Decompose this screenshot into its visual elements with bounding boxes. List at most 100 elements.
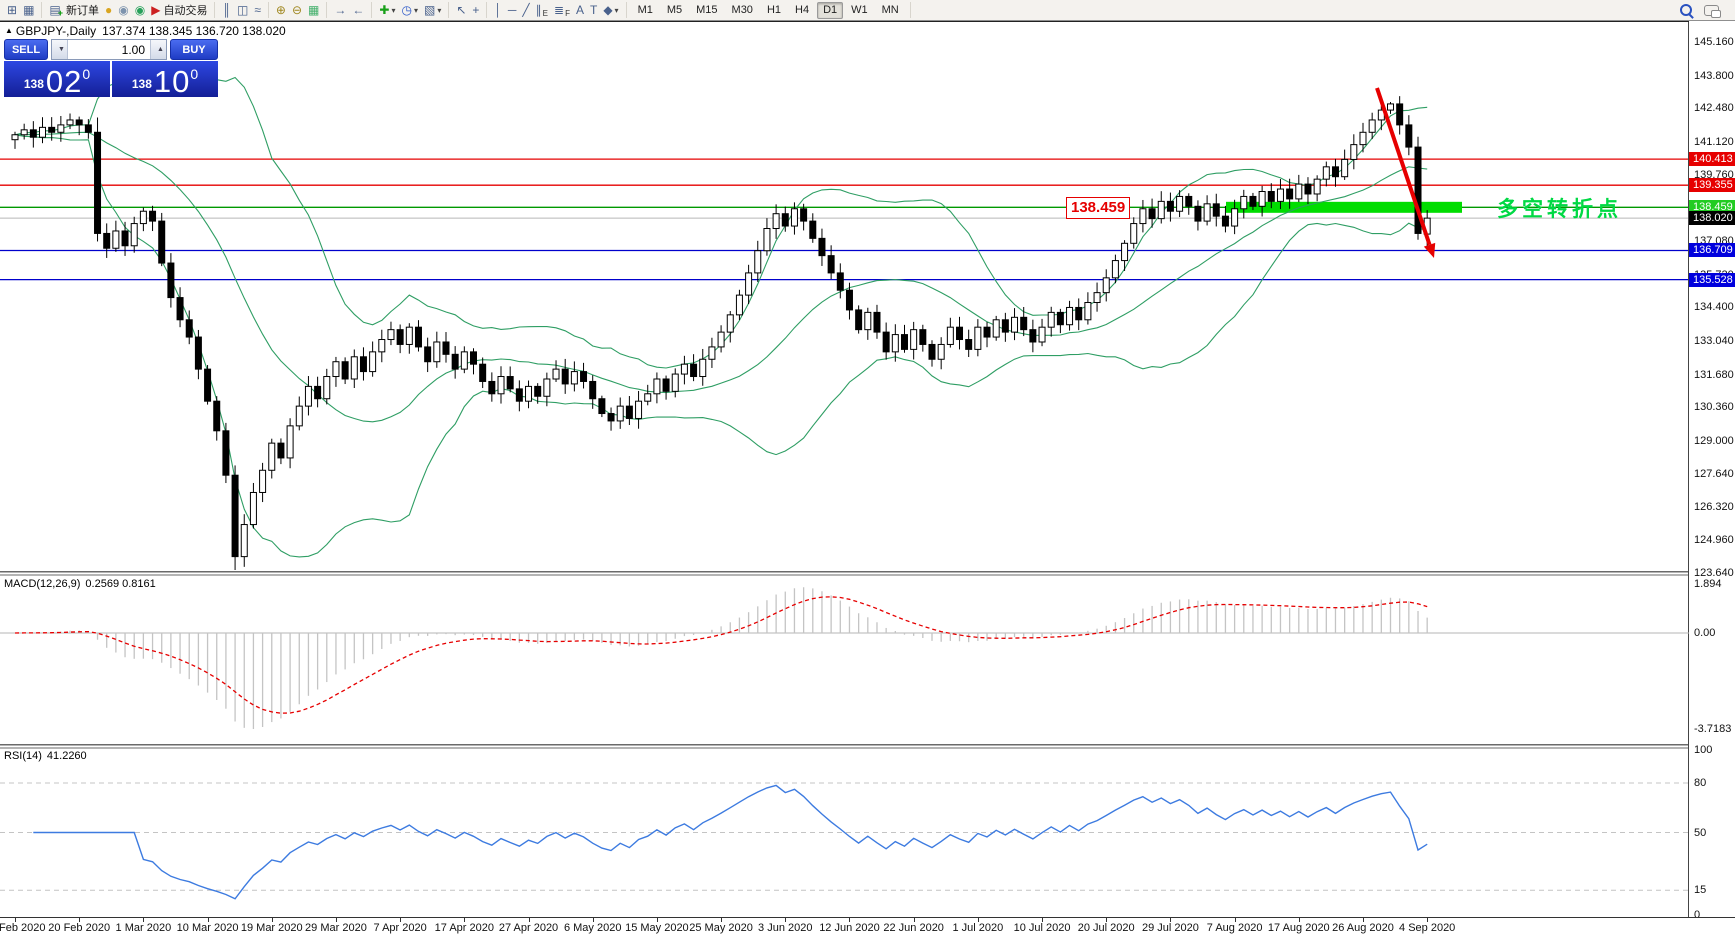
- add-indicator-icon[interactable]: ✚ ▾: [376, 2, 398, 18]
- new-chart-icon[interactable]: ⊞: [4, 2, 20, 18]
- equidistant-channel-icon[interactable]: ∥ E: [533, 2, 551, 18]
- bar-chart-icon[interactable]: ║: [219, 2, 234, 18]
- chart-title: ▲ GBPJPY-,Daily 137.374 138.345 136.720 13…: [5, 24, 286, 38]
- trendline-icon: ╱: [522, 3, 530, 17]
- toolbar-group: ⊞ ▦: [0, 2, 43, 18]
- auto-scroll-icon[interactable]: →: [331, 2, 349, 18]
- macd-indicator-label: MACD(12,26,9) 0.2569 0.8161: [4, 578, 156, 590]
- timeframe-m1[interactable]: M1: [637, 3, 653, 16]
- bid-pips: 02: [45, 64, 83, 99]
- timeframe-m30[interactable]: M30: [731, 3, 753, 16]
- vertical-line-icon[interactable]: │: [491, 2, 505, 18]
- timeframe-h4[interactable]: H4: [795, 3, 810, 16]
- new-order-button[interactable]: ▤ + 新订单: [46, 2, 102, 18]
- toolbar-group: ↖ +: [449, 2, 488, 18]
- date-tick-label: 10 Jul 2020: [1013, 922, 1071, 934]
- tile-windows-icon[interactable]: ▦: [305, 2, 322, 18]
- search-icon[interactable]: [1680, 4, 1692, 16]
- chart-profiles-icon[interactable]: ▦: [20, 2, 37, 18]
- timeframe-d1[interactable]: D1: [817, 1, 844, 19]
- chart-symbol: GBPJPY-,Daily: [15, 24, 97, 38]
- bid-prefix: 138: [23, 77, 44, 91]
- price-tick-label: 145.160: [1694, 36, 1734, 48]
- trend-arrow[interactable]: [1375, 87, 1436, 258]
- bid-price[interactable]: 138 02 0: [4, 61, 110, 97]
- line-chart-icon[interactable]: ≈: [251, 2, 264, 18]
- templates-icon: ▧: [423, 3, 436, 17]
- timeframe-h1[interactable]: H1: [766, 3, 781, 16]
- chart-shift-icon[interactable]: ←: [349, 2, 367, 18]
- sell-button[interactable]: SELL: [4, 39, 48, 60]
- date-tick-mark: [143, 918, 145, 922]
- text-label-icon[interactable]: T: [587, 2, 600, 18]
- ask-point: 0: [190, 66, 199, 82]
- ask-price[interactable]: 138 10 0: [112, 61, 218, 97]
- macd-tick-label: 1.894: [1694, 577, 1722, 590]
- shapes-icon[interactable]: ◆ ▾: [600, 2, 621, 18]
- price-tick-label: 123.640: [1694, 566, 1734, 579]
- macd-panel: [0, 587, 1689, 730]
- collapse-triangle-icon[interactable]: ▲: [5, 26, 13, 35]
- chat-icon[interactable]: [1704, 4, 1721, 18]
- date-tick-mark: [913, 918, 915, 922]
- zoom-in-icon[interactable]: ⊕: [273, 2, 289, 18]
- price-annotation-label[interactable]: 138.459: [1066, 197, 1131, 219]
- cursor-icon[interactable]: ↖: [453, 2, 469, 18]
- buy-button[interactable]: BUY: [170, 39, 218, 60]
- fibonacci-icon[interactable]: ≣ F: [551, 2, 573, 18]
- history-center-icon[interactable]: ●: [102, 2, 115, 18]
- timeframe-w1[interactable]: W1: [851, 3, 868, 16]
- periods-icon[interactable]: ◷ ▾: [398, 2, 421, 18]
- main-panel: [0, 76, 1689, 570]
- date-tick-mark: [785, 918, 787, 922]
- fibonacci-icon: ≣: [554, 3, 565, 17]
- zoom-out-icon[interactable]: ⊖: [289, 2, 305, 18]
- volume-decrease-icon[interactable]: ▼: [52, 40, 68, 59]
- macd-tick-label: 0.00: [1694, 627, 1716, 639]
- toolbar-group: → ←: [327, 2, 373, 18]
- level-price-badge: 138.459: [1689, 200, 1735, 215]
- price-axis[interactable]: 145.160143.800142.480141.120139.760138.4…: [1689, 21, 1735, 921]
- turning-point-note[interactable]: 多空转折点: [1497, 198, 1622, 221]
- candlestick-chart-icon[interactable]: ◫: [234, 2, 251, 18]
- toolbar-group: │ ─ ╱ ∥ E ≣ F A T ◆ ▾: [487, 2, 627, 18]
- volume-increase-icon[interactable]: ▲: [150, 40, 166, 59]
- signals-icon[interactable]: ◉: [132, 2, 148, 18]
- timeframe-m5[interactable]: M5: [666, 3, 683, 16]
- bollinger-bands-layer: [14, 76, 1428, 558]
- crosshair-icon[interactable]: +: [469, 2, 482, 18]
- community-icon[interactable]: ◉: [115, 2, 131, 18]
- macd-tick-label: -3.7183: [1694, 723, 1732, 736]
- price-tick-label: 142.480: [1694, 102, 1734, 115]
- text-icon[interactable]: A: [573, 2, 587, 18]
- ask-prefix: 138: [131, 77, 152, 91]
- templates-icon[interactable]: ▧ ▾: [421, 2, 444, 18]
- rsi-tick-label: 0: [1694, 909, 1701, 921]
- support-zone-rect[interactable]: [1226, 201, 1462, 213]
- volume-input[interactable]: [68, 40, 150, 59]
- macd-name: MACD(12,26,9): [4, 578, 81, 590]
- chart-plot[interactable]: [0, 21, 1689, 917]
- date-tick-mark: [849, 918, 851, 922]
- date-tick-label: 12 Jun 2020: [819, 922, 880, 934]
- rsi-name: RSI(14): [4, 750, 42, 762]
- zoom-in-icon: ⊕: [275, 3, 286, 17]
- autotrading-button[interactable]: ▶ 自动交易: [148, 2, 210, 18]
- date-tick-label: 4 Sep 2020: [1399, 922, 1456, 934]
- horizontal-line-icon[interactable]: ─: [505, 2, 520, 18]
- rsi-tick-label: 80: [1694, 777, 1707, 789]
- crosshair-icon: +: [472, 3, 480, 17]
- timeframe-m15[interactable]: M15: [696, 3, 718, 16]
- toolbar-buttons: ⊞ ▦ ▤ + 新订单 ● ◉ ◉ ▶ 自动交易 ║ ◫ ≈ ⊕ ⊖ ▦ → ← ✚ ▾ ◷ ▾ ▧ ▾ ↖ + │ ─ ╱ ∥ E ≣ F A T…: [0, 0, 911, 20]
- date-tick-label: 10 Mar 2020: [176, 922, 239, 934]
- timeframe-mn[interactable]: MN: [881, 3, 899, 16]
- date-tick-mark: [1234, 918, 1236, 922]
- date-tick-mark: [1170, 918, 1172, 922]
- new-chart-icon: ⊞: [7, 3, 18, 17]
- date-tick-label: 17 Aug 2020: [1267, 922, 1330, 934]
- fibonacci-sub-label: F: [565, 9, 570, 18]
- trendline-icon[interactable]: ╱: [519, 2, 532, 18]
- date-tick-label: 15 May 2020: [625, 922, 689, 934]
- date-tick-mark: [1362, 918, 1364, 922]
